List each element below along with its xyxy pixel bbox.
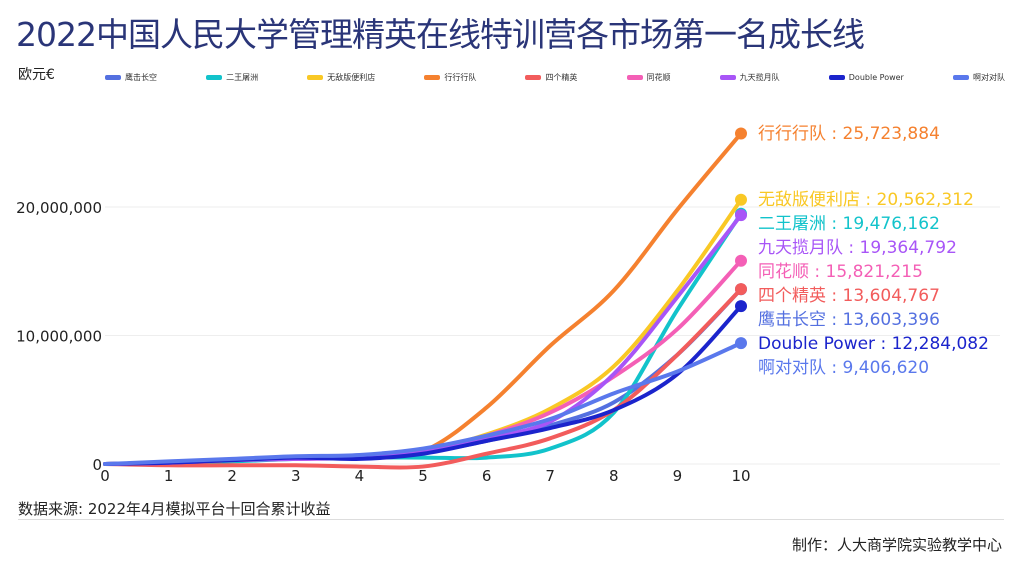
series-separator: : — [875, 334, 892, 354]
source-note: 数据来源: 2022年4月模拟平台十回合累计收益 — [18, 500, 331, 518]
legend-item[interactable]: 二王屠洲 — [206, 72, 258, 83]
legend-swatch — [105, 75, 121, 80]
legend-item[interactable]: 鹰击长空 — [105, 72, 157, 83]
legend-label: 九天揽月队 — [739, 73, 780, 82]
series-end-point[interactable] — [735, 337, 747, 350]
legend-swatch — [206, 75, 223, 80]
series-end-label: 行行行队 : 25,723,884 — [758, 124, 940, 144]
series-separator: : — [826, 286, 843, 306]
x-tick-label: 4 — [355, 467, 365, 485]
legend-swatch — [424, 75, 441, 80]
legend-swatch — [525, 75, 542, 80]
chart-title: 2022中国人民大学管理精英在线特训营各市场第一名成长线 — [16, 15, 865, 54]
x-tick-label: 5 — [418, 467, 428, 485]
series-name: 无敌版便利店 — [758, 190, 860, 210]
series-final-value: 15,821,215 — [826, 262, 923, 282]
series-end-point[interactable] — [735, 193, 747, 206]
series-final-value: 20,562,312 — [877, 190, 974, 210]
series-name: 九天揽月队 — [758, 238, 843, 258]
series-end-label: 九天揽月队 : 19,364,792 — [758, 238, 957, 258]
series-separator: : — [826, 214, 843, 234]
legend-item[interactable]: 同花顺 — [626, 72, 671, 83]
legend-label: 啊对对队 — [972, 73, 1005, 82]
legend-label: 鹰击长空 — [125, 73, 157, 82]
legend-swatch — [828, 75, 845, 80]
series-end-label: 同花顺 : 15,821,215 — [758, 262, 923, 282]
series-final-value: 12,284,082 — [892, 334, 989, 354]
series-end-label: Double Power : 12,284,082 — [758, 334, 989, 354]
x-tick-label: 10 — [731, 467, 750, 485]
y-tick-label: 10,000,000 — [16, 328, 102, 346]
legend-item[interactable]: 啊对对队 — [952, 72, 1005, 83]
legend-swatch — [952, 75, 969, 80]
legend: 鹰击长空 二王屠洲 无敌版便利店 行行行队 四个精英 同花顺 九天揽月队 Double Pow… — [105, 72, 1005, 83]
x-tick-label: 1 — [164, 467, 174, 485]
series-line — [103, 131, 743, 466]
legend-item[interactable]: 九天揽月队 — [719, 72, 780, 83]
series-end-label: 二王屠洲 : 19,476,162 — [758, 214, 940, 234]
series-end-label: 鹰击长空 : 13,603,396 — [758, 310, 940, 330]
series-end-label: 啊对对队 : 9,406,620 — [758, 358, 929, 378]
series-name: Double Power — [758, 334, 875, 354]
y-tick-label: 20,000,000 — [16, 199, 102, 217]
series-name: 同花顺 — [758, 262, 809, 282]
legend-item[interactable]: 四个精英 — [525, 72, 577, 83]
series-separator: : — [826, 124, 843, 144]
series-name: 鹰击长空 — [758, 310, 826, 330]
legend-label: 四个精英 — [545, 73, 578, 82]
series-separator: : — [826, 358, 843, 378]
x-tick-label: 6 — [482, 467, 492, 485]
series-name: 啊对对队 — [758, 358, 826, 378]
legend-item[interactable]: 行行行队 — [424, 72, 476, 83]
x-tick-label: 7 — [545, 467, 555, 485]
legend-label: 二王屠洲 — [226, 73, 259, 82]
x-tick-label: 9 — [673, 467, 683, 485]
legend-swatch — [719, 75, 736, 80]
series-end-point[interactable] — [735, 127, 747, 140]
x-tick-label: 3 — [291, 467, 301, 485]
legend-label: 行行行队 — [444, 73, 477, 82]
y-tick-label: 0 — [92, 456, 102, 474]
series-separator: : — [843, 238, 860, 258]
series-final-value: 13,603,396 — [843, 310, 940, 330]
series-name: 二王屠洲 — [758, 214, 826, 234]
legend-swatch — [626, 75, 643, 80]
series-end-point[interactable] — [735, 283, 747, 296]
series-end-point[interactable] — [735, 209, 747, 222]
divider — [18, 519, 1004, 520]
series-end-point[interactable] — [735, 300, 747, 313]
series-line — [103, 287, 743, 466]
legend-item[interactable]: 无敌版便利店 — [307, 72, 375, 83]
legend-label: 无敌版便利店 — [327, 73, 376, 82]
series-separator: : — [809, 262, 826, 282]
series-name: 行行行队 — [758, 124, 826, 144]
series-final-value: 25,723,884 — [843, 124, 940, 144]
x-tick-label: 2 — [227, 467, 237, 485]
series-end-label: 四个精英 : 13,604,767 — [758, 286, 940, 306]
series-end-point[interactable] — [735, 254, 747, 267]
series-separator: : — [860, 190, 877, 210]
series-line — [103, 287, 743, 470]
series-line — [103, 197, 743, 466]
x-tick-label: 0 — [100, 467, 110, 485]
legend-label: Double Power — [848, 73, 904, 82]
legend-swatch — [307, 75, 324, 80]
credit: 制作：人大商学院实验教学中心 — [791, 536, 1002, 554]
series-line — [103, 341, 743, 466]
series-final-value: 19,364,792 — [860, 238, 957, 258]
y-axis-unit: 欧元€ — [18, 67, 55, 83]
series-name: 四个精英 — [758, 286, 826, 306]
series-final-value: 13,604,767 — [843, 286, 940, 306]
x-tick-label: 8 — [609, 467, 619, 485]
series-end-label: 无敌版便利店 : 20,562,312 — [758, 190, 974, 210]
legend-label: 同花顺 — [646, 73, 671, 82]
series-separator: : — [826, 310, 843, 330]
legend-item[interactable]: Double Power — [828, 72, 904, 83]
series-final-value: 19,476,162 — [843, 214, 940, 234]
series-final-value: 9,406,620 — [843, 358, 930, 378]
